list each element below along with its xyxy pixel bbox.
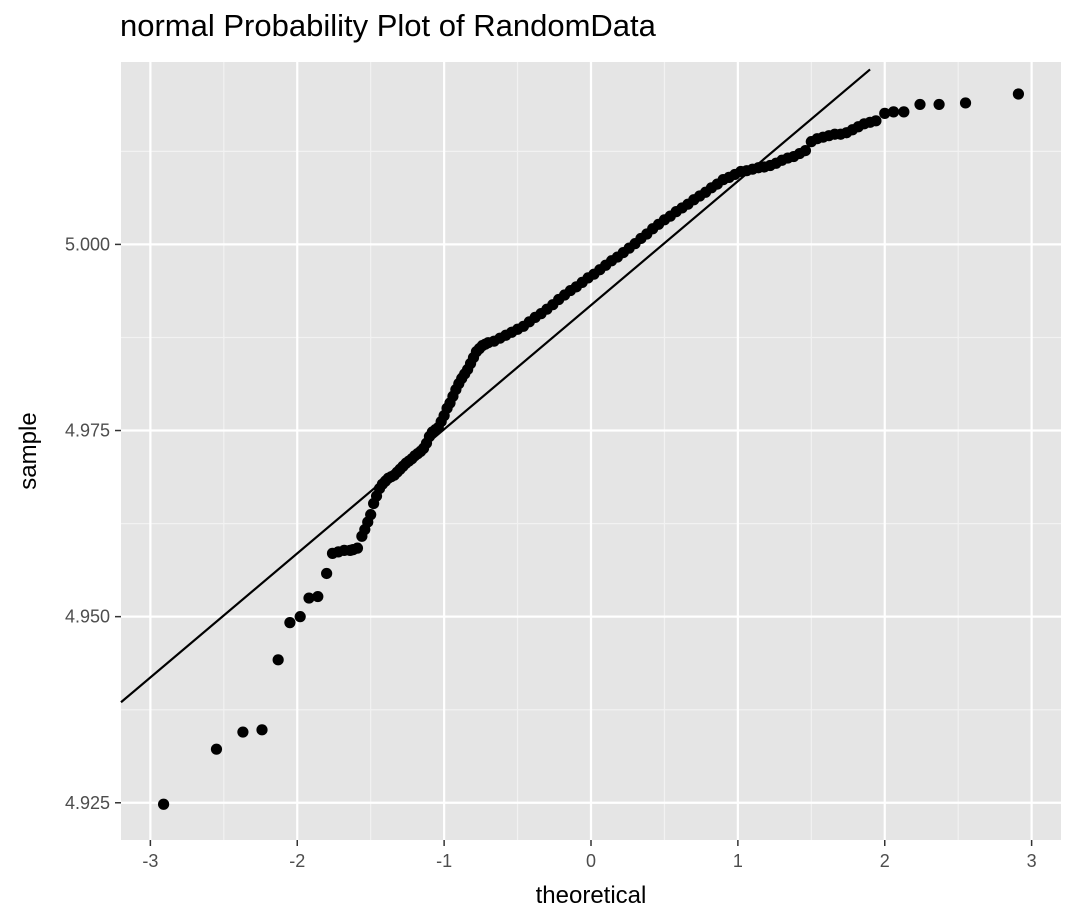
points-layer <box>157 88 1025 810</box>
data-point <box>959 97 972 109</box>
x-tick-label: 0 <box>586 851 596 871</box>
chart-title: normal Probability Plot of RandomData <box>120 8 656 43</box>
data-point <box>303 592 315 604</box>
data-point <box>351 542 364 554</box>
data-point <box>272 654 284 666</box>
x-tick-label: -1 <box>436 851 452 871</box>
y-tick-label: 5.000 <box>65 234 110 254</box>
x-axis: -3 -2 -1 0 1 2 3 <box>142 840 1037 871</box>
y-axis: 4.925 4.950 4.975 5.000 <box>65 234 121 813</box>
data-point <box>365 509 377 521</box>
data-point <box>887 106 900 118</box>
data-point <box>294 611 306 623</box>
y-tick-label: 4.950 <box>65 607 110 627</box>
data-point <box>312 590 324 603</box>
data-point <box>879 107 891 119</box>
x-tick-label: 3 <box>1027 851 1037 871</box>
x-axis-title: theoretical <box>536 882 647 909</box>
y-axis-title: sample <box>15 412 42 489</box>
data-point <box>898 106 910 118</box>
data-point <box>1012 88 1025 100</box>
x-tick-label: -2 <box>289 851 305 871</box>
data-point <box>799 144 812 157</box>
data-point <box>284 617 296 629</box>
y-tick-label: 4.975 <box>65 421 110 441</box>
major-grid <box>121 62 1061 840</box>
y-tick-label: 4.925 <box>65 793 110 813</box>
x-tick-label: 2 <box>880 851 890 871</box>
data-point <box>870 115 882 127</box>
data-point <box>237 726 249 738</box>
data-point <box>914 98 926 111</box>
x-tick-label: 1 <box>733 851 743 871</box>
x-tick-label: -3 <box>142 851 158 871</box>
data-point <box>933 98 945 111</box>
data-point <box>256 724 268 736</box>
data-point <box>210 743 223 755</box>
data-point <box>157 798 170 810</box>
data-point <box>321 567 333 580</box>
